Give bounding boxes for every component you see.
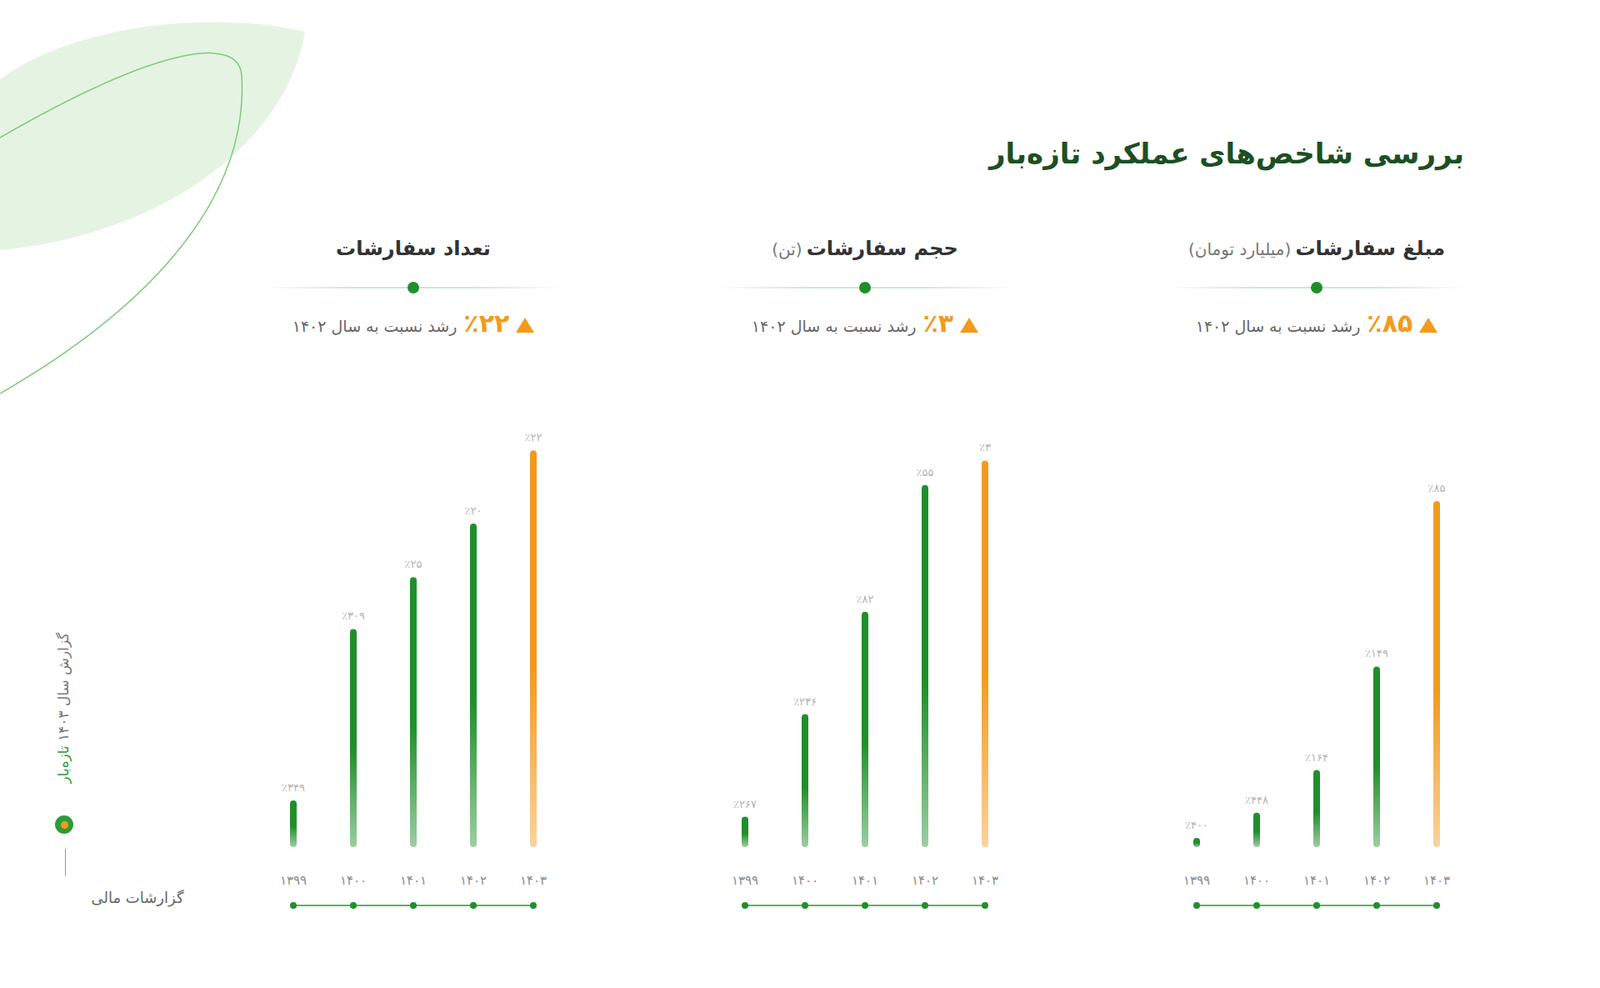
- html-text:(میلیارد تومان): (میلیارد تومان): [1188, 239, 1292, 260]
- svg-text:۱۳۹۹: ۱۳۹۹: [1183, 872, 1210, 888]
- html-text:تازه‌بار: تازه‌بار: [55, 745, 72, 783]
- svg-text:٪۴۰۰: ٪۴۰۰: [1185, 818, 1209, 831]
- svg-text:٪۳: ٪۳: [979, 440, 991, 454]
- svg-text:٪۱۴۹: ٪۱۴۹: [1365, 646, 1389, 660]
- svg-text:۱۴۰۳: ۱۴۰۳: [971, 872, 999, 888]
- html-text:تعداد سفارشات: تعداد سفارشات: [335, 236, 491, 260]
- svg-text:۱۴۰۲: ۱۴۰۲: [911, 872, 939, 888]
- svg-text:٪۲۳۶: ٪۲۳۶: [793, 695, 817, 708]
- svg-text:۱۴۰۰: ۱۴۰۰: [340, 872, 367, 888]
- svg-text:۱۴۰۲: ۱۴۰۲: [1363, 872, 1390, 888]
- html-text:گزارشات مالی: گزارشات مالی: [91, 888, 184, 906]
- svg-text:۱۴۰۳: ۱۴۰۳: [520, 872, 547, 888]
- html-text:رشد نسبت به سال ۱۴۰۲: رشد نسبت به سال ۱۴۰۲: [292, 316, 457, 335]
- html-text:(تن): (تن): [771, 239, 803, 260]
- svg-text:٪۱۶۴: ٪۱۶۴: [1305, 750, 1329, 764]
- svg-text:٪۲۲: ٪۲۲: [525, 430, 543, 444]
- html-text:رشد نسبت به سال ۱۴۰۲: رشد نسبت به سال ۱۴۰۲: [751, 316, 917, 335]
- html-text:حجم سفارشات: حجم سفارشات: [806, 236, 959, 260]
- svg-text:٪۲۶۷: ٪۲۶۷: [733, 797, 757, 810]
- html-text:رشد نسبت به سال ۱۴۰۲: رشد نسبت به سال ۱۴۰۲: [1195, 316, 1361, 335]
- html-text:مبلغ سفارشات: مبلغ سفارشات: [1295, 236, 1446, 260]
- svg-text:٪۴۴۸: ٪۴۴۸: [1245, 793, 1269, 806]
- svg-text:۱۳۹۹: ۱۳۹۹: [280, 872, 307, 888]
- html-text:بررسی شاخص‌های عملکرد تازه‌بار: بررسی شاخص‌های عملکرد تازه‌بار: [989, 136, 1465, 170]
- svg-text:٪۸۲: ٪۸۲: [856, 592, 875, 605]
- svg-text:۱۴۰۰: ۱۴۰۰: [791, 872, 819, 888]
- svg-text:۱۴۰۱: ۱۴۰۱: [1303, 872, 1330, 888]
- svg-text:۱۴۰۳: ۱۴۰۳: [1423, 872, 1450, 888]
- svg-text:۱۴۰۱: ۱۴۰۱: [400, 872, 427, 888]
- svg-text:۱۴۰۱: ۱۴۰۱: [851, 872, 879, 888]
- svg-text:٪۲۰: ٪۲۰: [465, 504, 483, 517]
- svg-text:٪۳۰۹: ٪۳۰۹: [341, 609, 365, 622]
- svg-text:٪۸۵: ٪۸۵: [1428, 481, 1446, 495]
- svg-text:٪۳۴۹: ٪۳۴۹: [281, 780, 305, 794]
- svg-text:۱۴۰۲: ۱۴۰۲: [460, 872, 487, 888]
- html-text:گزارش سال ۱۴۰۳: گزارش سال ۱۴۰۳: [55, 632, 72, 741]
- html-text:٪۲۲: ٪۲۲: [463, 308, 510, 338]
- svg-text:٪۲۵: ٪۲۵: [405, 557, 423, 570]
- svg-text:٪۵۵: ٪۵۵: [916, 465, 935, 479]
- html-text:٪۳: ٪۳: [922, 308, 954, 338]
- html-text:٪۸۵: ٪۸۵: [1367, 308, 1413, 338]
- svg-text:۱۴۰۰: ۱۴۰۰: [1243, 872, 1270, 888]
- svg-text:۱۳۹۹: ۱۳۹۹: [731, 872, 759, 888]
